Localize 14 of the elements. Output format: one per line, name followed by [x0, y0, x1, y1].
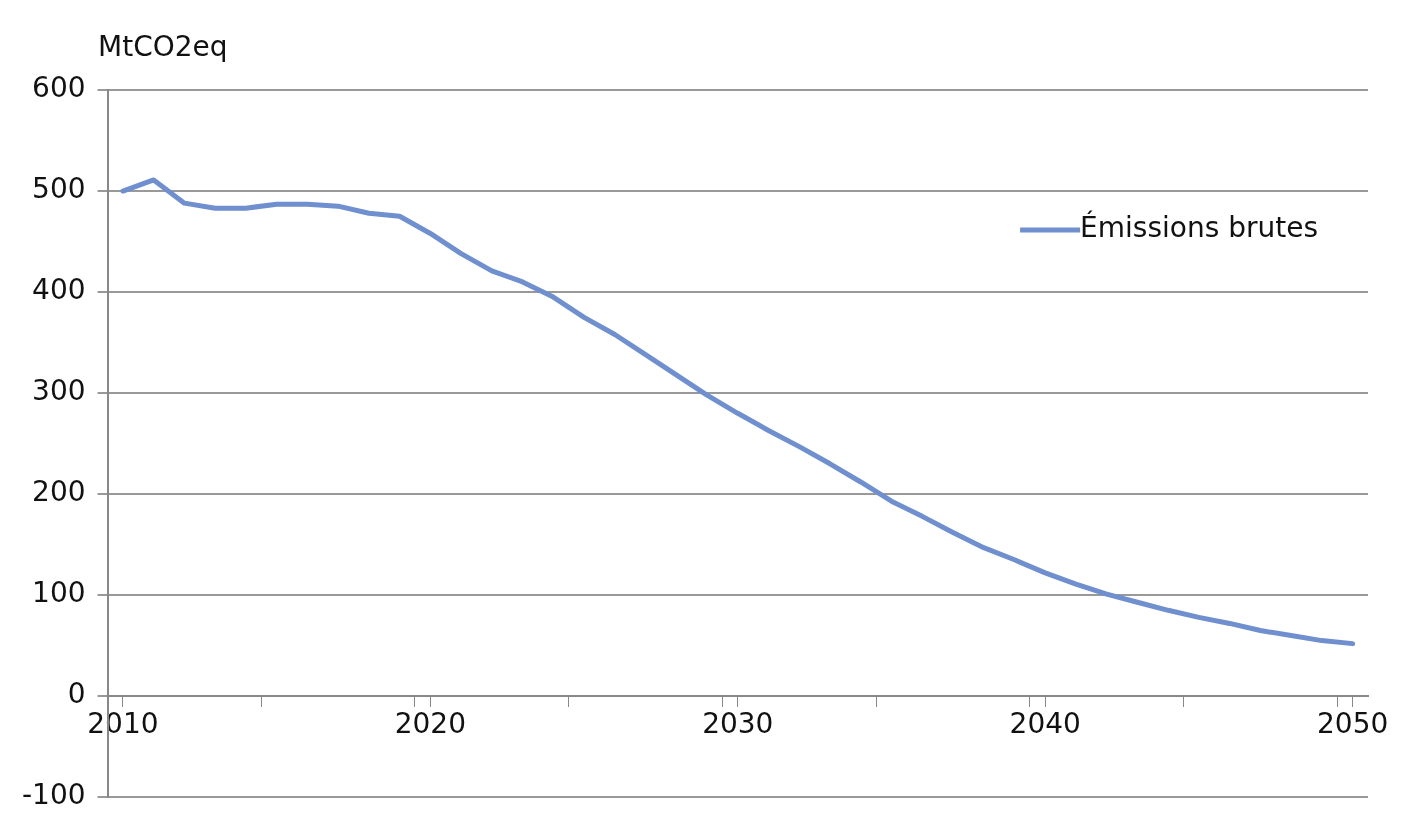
y-tick-label: 600 [32, 71, 86, 105]
x-tick-label: 2030 [702, 707, 774, 741]
legend-label: Émissions brutes [1080, 210, 1318, 245]
y-tick-label: 300 [32, 374, 86, 408]
y-tick-label: 500 [32, 172, 86, 206]
x-tick-label: 2040 [1009, 707, 1081, 741]
y-tick-label: 200 [32, 475, 86, 509]
x-tick-label: 2050 [1317, 707, 1389, 741]
y-tick-label: 100 [32, 576, 86, 610]
y-tick-label: -100 [22, 778, 86, 812]
x-tick-label: 2020 [394, 707, 466, 741]
y-axis-title: MtCO2eq [98, 30, 228, 63]
y-tick-label: 400 [32, 273, 86, 307]
y-tick-label: 0 [67, 677, 86, 711]
